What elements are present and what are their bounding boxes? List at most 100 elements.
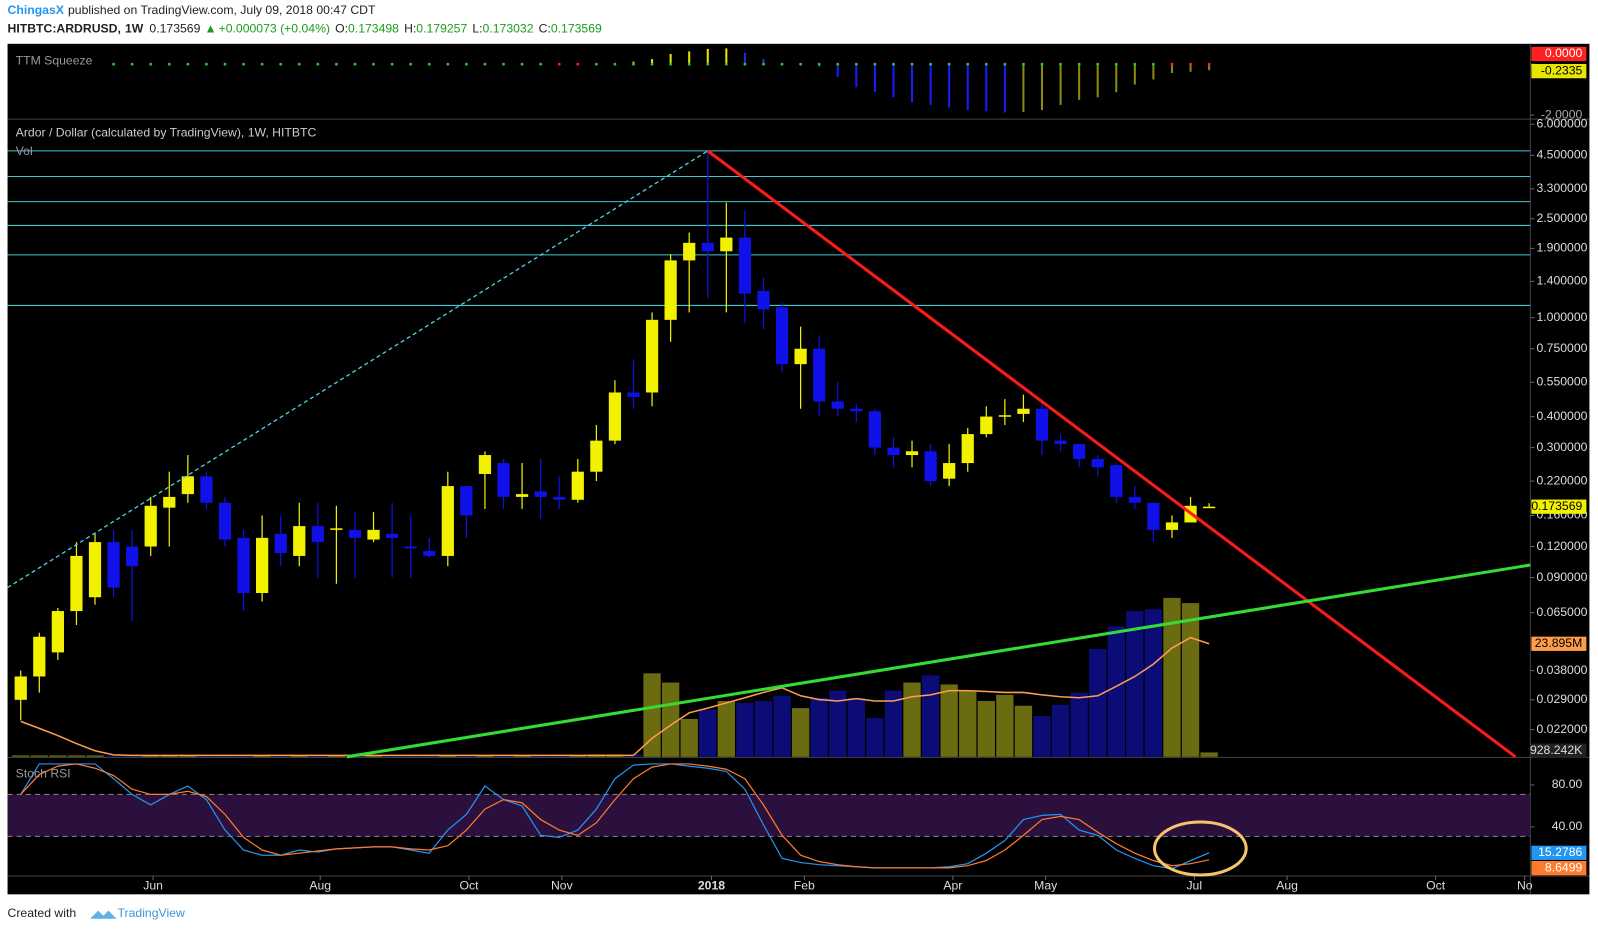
candle-body (1110, 465, 1123, 497)
candle-body (961, 434, 974, 464)
squeeze-dot (613, 62, 617, 66)
last-value-tag-box (1531, 860, 1587, 876)
candle-body (998, 415, 1011, 417)
indicator-title: Stoch RSI (16, 766, 71, 780)
squeeze-dot (167, 62, 171, 66)
volume-bar (940, 684, 958, 757)
squeeze-dot (780, 62, 784, 66)
squeeze-dot (1040, 62, 1044, 66)
squeeze-dot (873, 62, 877, 66)
candle-body (274, 533, 287, 554)
trend-line (7, 150, 709, 589)
close-label: C: (539, 22, 551, 36)
volume-ma-tag-box (1531, 636, 1587, 651)
last-value-tag: 15.2786 (1538, 845, 1582, 859)
brand[interactable]: TradingView (118, 906, 185, 920)
histogram-bar (929, 64, 932, 105)
histogram-bar (1003, 64, 1006, 113)
histogram-bar (966, 64, 969, 111)
symbol: HITBTC:ARDRUSD, (8, 22, 121, 36)
squeeze-dot (520, 62, 524, 66)
histogram-bar (1208, 64, 1211, 71)
candle-body (107, 542, 120, 588)
volume-bar (847, 697, 865, 757)
squeeze-dot (464, 62, 468, 66)
histogram-bar (1170, 64, 1174, 74)
y-tick-label: 0.029000 (1536, 692, 1587, 706)
candle-body (256, 537, 269, 594)
up-arrow: ▲ (204, 22, 216, 36)
author[interactable]: ChingasX (8, 3, 65, 17)
squeeze-dot (1022, 62, 1025, 66)
squeeze-dot (130, 62, 134, 66)
y-tick-label: 0.038000 (1536, 663, 1587, 677)
volume-bar (49, 755, 67, 757)
squeeze-dot (650, 62, 654, 66)
candle-body (720, 237, 733, 252)
y-tick-label: 0.550000 (1536, 374, 1587, 388)
volume-ma-line (20, 636, 1210, 757)
squeeze-dot (836, 62, 840, 66)
volume-bar (903, 682, 921, 757)
volume-bar (1126, 611, 1144, 757)
histogram-bar (1115, 64, 1118, 93)
candle-body (460, 486, 473, 516)
y-tick-label: 0.400000 (1536, 409, 1587, 423)
volume-bar (866, 718, 884, 757)
brand-logo (90, 910, 117, 919)
squeeze-dot (966, 62, 970, 66)
stoch-line (20, 763, 1210, 870)
close-value: 0.173569 (551, 22, 602, 36)
candle-body (311, 526, 324, 543)
candle-body (868, 411, 881, 448)
volume-bar (1089, 648, 1107, 757)
candle-body (645, 319, 659, 393)
candle-body (1128, 496, 1141, 503)
squeeze-dot (1114, 62, 1118, 66)
x-tick-label: Oct (1426, 878, 1446, 892)
open-value: 0.173498 (348, 22, 399, 36)
x-tick-label: Apr (943, 878, 962, 892)
volume-bar (699, 709, 717, 757)
candle-body (1035, 408, 1049, 441)
volume-bar (773, 695, 791, 757)
volume-bar (1200, 752, 1218, 757)
low-label: L: (472, 22, 482, 36)
volume-bar (1163, 597, 1181, 757)
candle-body (831, 401, 844, 409)
volume-label: Vol (16, 144, 33, 158)
squeeze-dot (1059, 62, 1062, 66)
volume-bar (12, 755, 30, 757)
candle-body (367, 529, 380, 540)
squeeze-dot (334, 62, 338, 66)
histogram-bar (725, 48, 728, 65)
volume-bar (1051, 704, 1070, 757)
candle-body (980, 416, 993, 435)
stoch-line (20, 763, 1210, 869)
plot-area (7, 48, 1531, 870)
symbol-line: HITBTC:ARDRUSD, 1W 0.173569 ▲ +0.000073 (+0.… (8, 22, 602, 36)
candle-body (385, 533, 399, 538)
squeeze-dot (892, 62, 895, 66)
squeeze-dot (446, 62, 450, 66)
candle-body (200, 476, 213, 503)
histogram-bar (688, 51, 691, 65)
candle-body (1165, 522, 1179, 530)
candle-body (348, 529, 362, 538)
squeeze-dot (297, 62, 301, 66)
x-tick-label: Aug (1276, 878, 1298, 892)
candle-body (423, 551, 436, 556)
change: +0.000073 (+0.04%) (219, 22, 330, 36)
last-value-tag: 8.6499 (1545, 860, 1583, 874)
last-value-tag-box (1531, 845, 1587, 860)
chart-background (7, 43, 1590, 895)
candle-body (70, 555, 83, 612)
overlay: TTM Squeeze 0.0000 -2.0000 -0.2335 Ardor / D… (16, 46, 1588, 892)
last-price: 0.173569 (149, 22, 200, 36)
x-tick-label: Jun (143, 878, 163, 892)
y-tick-label: 0.300000 (1536, 440, 1587, 454)
x-tick-label: Feb (794, 878, 815, 892)
squeeze-dot (223, 62, 227, 66)
candle-body (497, 463, 510, 497)
